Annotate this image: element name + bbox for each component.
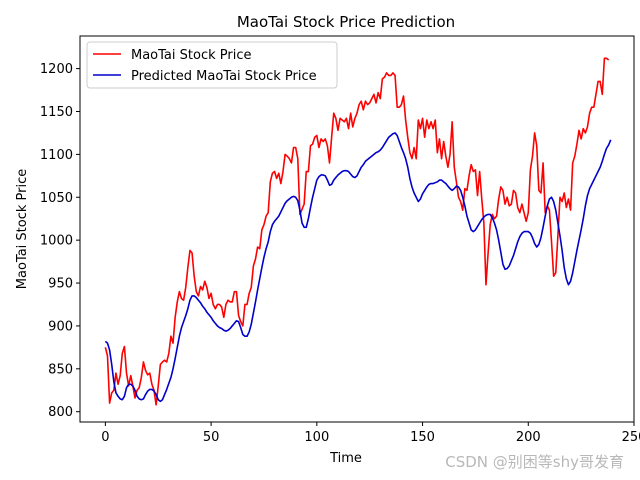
legend-label-predicted: Predicted MaoTai Stock Price: [131, 69, 317, 84]
y-tick-label: 1050: [40, 191, 73, 206]
y-axis-label: MaoTai Stock Price: [15, 169, 30, 289]
x-tick-label: 50: [203, 430, 220, 445]
y-tick-label: 950: [48, 277, 73, 292]
y-tick-label: 900: [48, 319, 73, 334]
x-tick-label: 200: [516, 430, 541, 445]
series-line-1: [104, 132, 612, 403]
chart-title: MaoTai Stock Price Prediction: [237, 13, 455, 31]
y-tick-label: 1100: [40, 148, 73, 163]
watermark: CSDN @别困等shy哥发育: [445, 453, 624, 471]
series-line-0: [104, 57, 610, 406]
legend-box: [86, 41, 338, 89]
legend: MaoTai Stock Price Predicted MaoTai Stoc…: [86, 41, 338, 89]
series-layer: [104, 57, 612, 406]
y-tick-label: 1150: [40, 105, 73, 120]
y-axis-ticks: 800 850 900 950 1000 1050 1100 1150 1200: [40, 62, 80, 420]
x-axis-label: Time: [329, 451, 362, 466]
y-tick-label: 1200: [40, 62, 73, 77]
x-tick-label: 100: [304, 430, 329, 445]
legend-label-actual: MaoTai Stock Price: [131, 48, 251, 63]
y-tick-label: 850: [48, 362, 73, 377]
y-tick-label: 1000: [40, 234, 73, 249]
x-tick-label: 0: [101, 430, 109, 445]
plot-frame: [79, 35, 635, 423]
y-tick-label: 800: [48, 405, 73, 420]
x-tick-label: 250: [622, 430, 640, 445]
x-tick-label: 150: [410, 430, 435, 445]
x-axis-ticks: 0 50 100 150 200 250: [101, 422, 640, 445]
